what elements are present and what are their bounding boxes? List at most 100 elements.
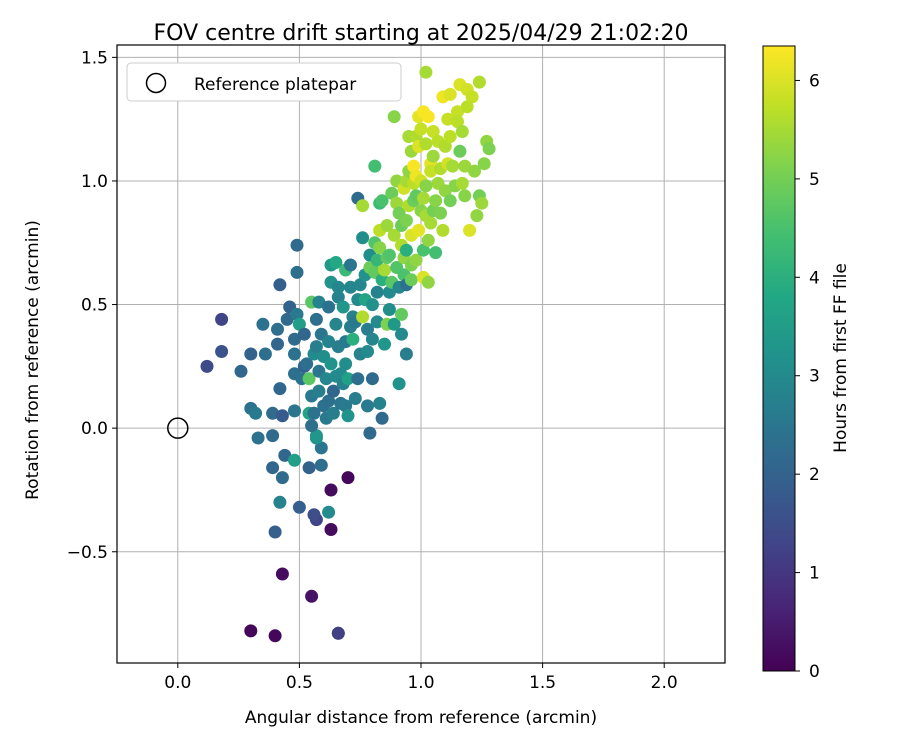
data-point xyxy=(375,194,389,208)
data-point xyxy=(460,100,474,114)
data-point xyxy=(387,110,401,124)
data-point xyxy=(365,332,379,346)
data-point xyxy=(271,337,284,351)
data-point xyxy=(451,115,464,129)
data-point xyxy=(390,196,404,210)
data-point xyxy=(288,332,301,346)
data-point xyxy=(426,125,440,138)
data-point xyxy=(322,394,336,408)
data-point xyxy=(346,332,360,346)
y-tick-label: 1.5 xyxy=(81,48,108,68)
data-point xyxy=(307,508,321,522)
data-point xyxy=(290,265,304,279)
data-point xyxy=(426,149,440,163)
data-point xyxy=(215,312,229,326)
legend-box xyxy=(126,62,402,102)
x-tick-label: 1.5 xyxy=(529,673,556,693)
data-point xyxy=(468,164,481,178)
data-point xyxy=(465,90,479,104)
data-point xyxy=(475,196,489,210)
y-tick-label: 1.0 xyxy=(81,172,108,192)
data-point xyxy=(472,75,486,89)
y-tick-label: −0.5 xyxy=(67,543,108,563)
data-point xyxy=(309,312,323,326)
data-point xyxy=(249,406,263,420)
reference-point-marker xyxy=(167,417,189,439)
data-point xyxy=(438,184,452,198)
data-point xyxy=(375,411,389,425)
data-point xyxy=(288,347,301,361)
data-point xyxy=(477,157,491,171)
data-point xyxy=(458,159,472,173)
data-point xyxy=(421,275,435,289)
data-point xyxy=(482,142,496,156)
data-point xyxy=(412,223,426,237)
data-point xyxy=(280,312,294,326)
colorbar-tick-label: 6 xyxy=(809,71,820,91)
data-point xyxy=(458,189,472,203)
data-point xyxy=(404,273,418,287)
data-point xyxy=(429,246,443,260)
data-point xyxy=(470,209,484,223)
data-point xyxy=(399,243,413,257)
data-point xyxy=(258,347,272,361)
colorbar xyxy=(762,45,796,672)
data-point xyxy=(322,505,336,519)
data-point xyxy=(305,589,319,603)
data-point xyxy=(361,345,374,358)
data-point xyxy=(271,322,284,336)
data-point xyxy=(365,298,379,312)
data-point xyxy=(365,372,379,386)
data-point xyxy=(314,441,328,455)
data-point xyxy=(363,426,377,440)
data-point xyxy=(421,110,435,124)
colorbar-label: Hours from first FF file xyxy=(831,263,851,453)
data-point xyxy=(443,87,457,101)
data-point xyxy=(416,191,430,205)
data-point xyxy=(351,372,365,386)
data-point xyxy=(268,525,282,539)
data-point xyxy=(416,243,430,257)
data-point xyxy=(322,300,336,314)
data-point xyxy=(273,495,287,509)
colorbar-tick-label: 5 xyxy=(809,170,820,190)
data-point xyxy=(244,347,258,361)
data-point xyxy=(278,448,292,462)
colorbar-tick-label: 1 xyxy=(809,564,820,584)
data-point xyxy=(344,258,357,272)
data-point xyxy=(256,317,270,331)
data-point xyxy=(307,406,321,420)
data-point xyxy=(429,194,443,208)
data-point xyxy=(395,307,408,321)
data-point xyxy=(312,384,326,398)
data-point xyxy=(288,404,301,418)
data-point xyxy=(361,322,374,336)
data-point xyxy=(305,419,319,433)
data-point xyxy=(424,164,438,178)
colorbar-tick-label: 0 xyxy=(809,662,820,682)
x-tick-label: 2.0 xyxy=(651,673,678,693)
data-point xyxy=(297,327,311,341)
data-point xyxy=(443,194,457,208)
legend-marker xyxy=(145,72,167,94)
data-point xyxy=(387,228,401,242)
y-tick-label: 0.0 xyxy=(81,419,108,439)
data-point xyxy=(341,372,355,386)
data-point xyxy=(251,431,265,445)
data-point xyxy=(373,241,387,255)
data-point xyxy=(326,406,340,420)
data-point xyxy=(290,238,304,252)
data-point xyxy=(312,295,326,309)
data-point xyxy=(370,315,384,329)
data-point xyxy=(463,223,477,237)
data-point xyxy=(436,223,450,237)
data-point xyxy=(387,317,401,331)
data-point xyxy=(451,105,464,119)
x-tick-label: 1.0 xyxy=(407,673,434,693)
data-point xyxy=(373,396,387,410)
data-point xyxy=(234,364,248,378)
data-point xyxy=(324,483,338,497)
x-axis-ticks: 0.0 0.5 1.0 1.5 2.0 xyxy=(164,663,678,693)
data-point xyxy=(331,626,345,640)
data-point xyxy=(275,471,289,485)
